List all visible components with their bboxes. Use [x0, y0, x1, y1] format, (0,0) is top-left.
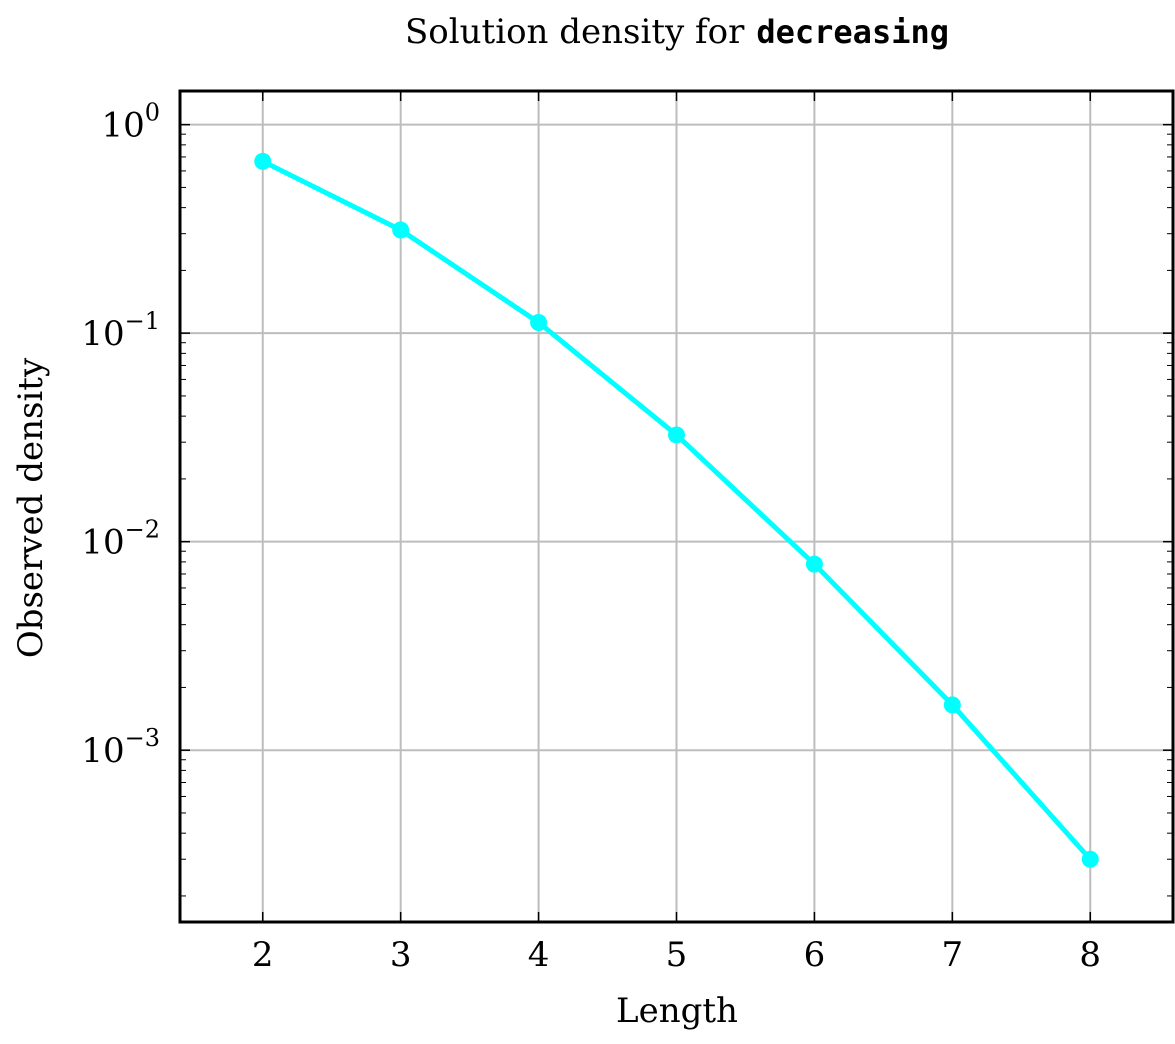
data-point [1081, 850, 1099, 868]
series-layer [254, 152, 1099, 868]
x-tick-label: 2 [252, 935, 274, 975]
y-tick-label: 10−1 [81, 307, 160, 354]
x-tick-label: 5 [666, 935, 688, 975]
y-tick-label: 10−2 [81, 516, 160, 563]
y-tick-label: 100 [101, 99, 160, 146]
y-tick-label: 10−3 [81, 724, 160, 771]
data-point [392, 221, 410, 239]
x-tick-label: 3 [390, 935, 412, 975]
x-tick-label: 8 [1079, 935, 1101, 975]
y-axis-ticks: 100 10−1 10−2 10−3 [81, 99, 1173, 771]
x-axis-ticks: 2 3 4 5 6 7 8 [252, 91, 1101, 975]
data-point [530, 313, 548, 331]
data-point [668, 426, 685, 444]
grid [180, 91, 1173, 922]
x-tick-label: 6 [804, 935, 826, 975]
x-tick-label: 7 [942, 935, 964, 975]
chart-title: Solution density for decreasing [405, 12, 949, 52]
plot-frame [178, 89, 1175, 924]
data-point [254, 152, 272, 170]
data-point [805, 555, 823, 573]
y-axis-label: Observed density [11, 357, 51, 658]
x-axis-label: Length [616, 991, 738, 1031]
x-tick-label: 4 [528, 935, 550, 975]
data-point [943, 696, 961, 714]
